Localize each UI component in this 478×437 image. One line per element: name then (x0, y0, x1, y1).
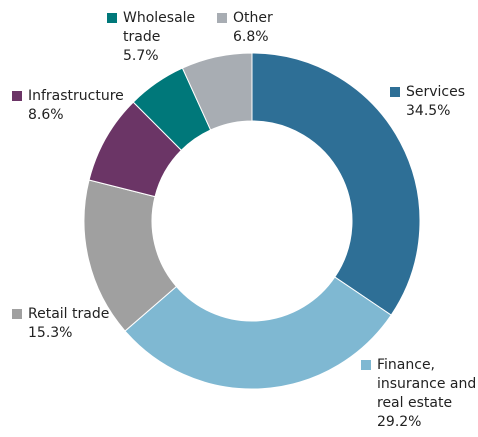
category-name: Finance, insurance and real estate (377, 357, 477, 411)
legend-label: Wholesale trade 5.7% (107, 9, 207, 66)
legend-label: Infrastructure 8.6% (12, 87, 148, 125)
category-name: Wholesale trade (123, 10, 196, 45)
category-name: Other (233, 10, 273, 26)
legend-label: Services 34.5% (390, 83, 478, 121)
value-label: 15.3% (28, 325, 73, 341)
legend-swatch (361, 360, 371, 370)
category-name: Retail trade (28, 306, 110, 322)
legend-swatch (12, 91, 22, 101)
value-label: 8.6% (28, 107, 64, 123)
category-name: Services (406, 84, 466, 100)
value-label: 29.2% (377, 414, 422, 430)
legend-swatch (390, 87, 400, 97)
donut-segment (124, 276, 392, 390)
legend-swatch (217, 13, 227, 23)
value-label: 34.5% (406, 103, 451, 119)
legend-label: Other 6.8% (217, 9, 303, 47)
donut-segment (181, 52, 253, 131)
donut-segment (251, 52, 421, 316)
legend-label: Finance, insurance and real estate 29.2% (361, 356, 478, 432)
legend-label: Retail trade 15.3% (12, 305, 128, 343)
legend-swatch (107, 13, 117, 23)
category-name: Infrastructure (28, 88, 124, 104)
legend-swatch (12, 309, 22, 319)
value-label: 5.7% (123, 48, 159, 64)
value-label: 6.8% (233, 29, 269, 45)
